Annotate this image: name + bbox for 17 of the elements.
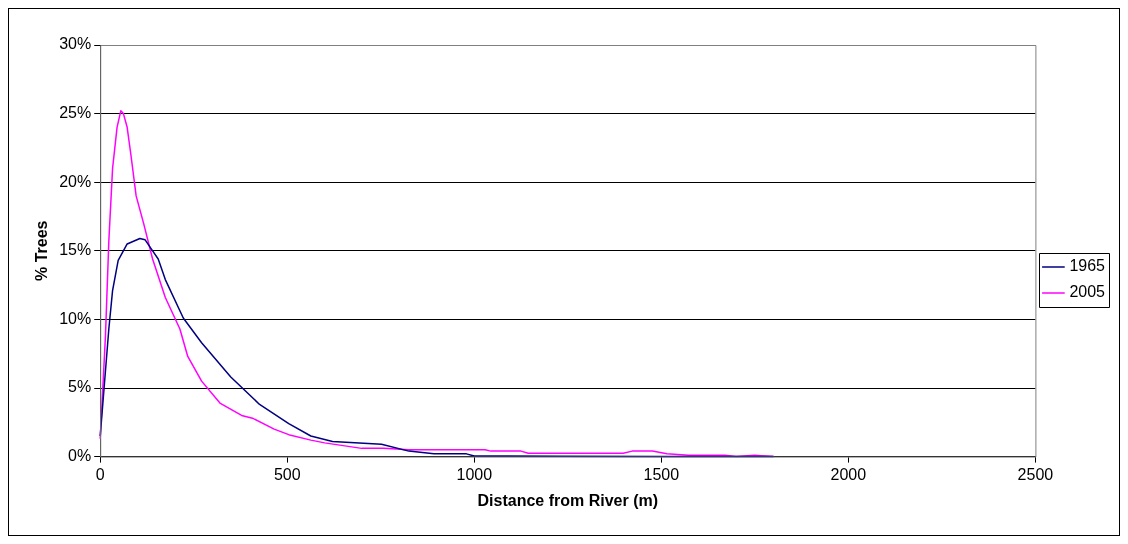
y-tick-label: 0%: [68, 447, 92, 465]
x-tick-label: 2000: [830, 465, 867, 483]
y-tick-label: 20%: [59, 172, 92, 190]
x-axis-title: Distance from River (m): [477, 491, 659, 509]
x-tick-label: 1500: [643, 465, 680, 483]
x-tick-label: 0: [95, 465, 105, 483]
x-tick-label: 500: [273, 465, 301, 483]
x-tick-label: 2500: [1017, 465, 1054, 483]
y-tick-label: 10%: [59, 309, 92, 327]
y-tick-label: 30%: [59, 35, 92, 53]
legend-label: 1965: [1069, 257, 1106, 275]
y-tick-label: 25%: [59, 104, 92, 122]
legend-label: 2005: [1069, 283, 1106, 301]
y-tick-label: 5%: [68, 378, 92, 396]
y-tick-label: 15%: [59, 241, 92, 259]
y-axis-title: % Trees: [33, 220, 51, 282]
x-tick-label: 1000: [456, 465, 493, 483]
